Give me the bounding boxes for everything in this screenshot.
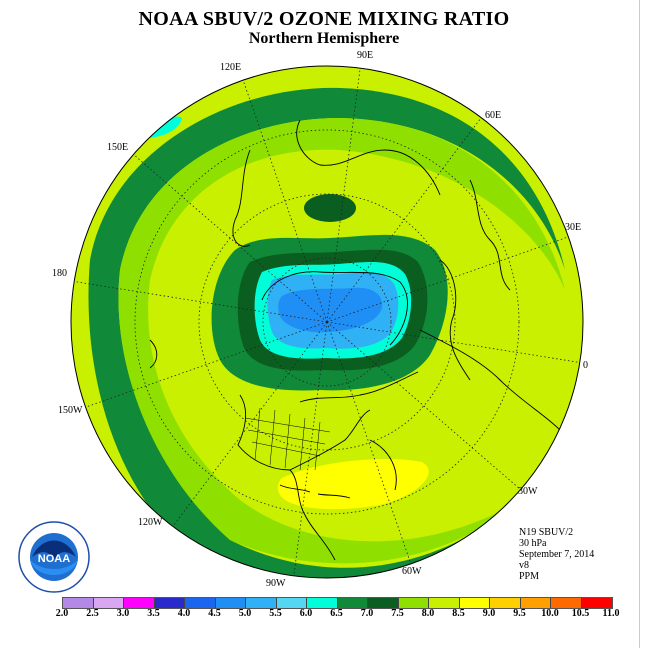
state-lines <box>244 407 331 471</box>
logo-text: NOAA <box>38 553 70 565</box>
colorbar-tick-label: 10.0 <box>541 608 559 619</box>
ozone-field <box>71 66 583 578</box>
lon-label-30e: 30E <box>565 222 582 233</box>
page-subtitle: Northern Hemisphere <box>248 30 400 47</box>
field-4-5-polar <box>278 287 383 333</box>
colorbar-tick-label: 3.5 <box>147 608 160 619</box>
colorbar-swatch-7 <box>276 598 307 608</box>
version-label: v8 <box>519 560 529 571</box>
lon-label-90e: 90E <box>357 50 374 61</box>
noaa-logo: NOAA <box>18 521 90 593</box>
colorbar-swatch-16 <box>551 598 582 608</box>
field-8-5 <box>277 458 429 510</box>
colorbar-swatch-1 <box>93 598 124 608</box>
graticule <box>71 66 583 578</box>
colorbar-swatch-12 <box>429 598 460 608</box>
colorbar-tick-label: 11.0 <box>602 608 620 619</box>
colorbar-swatch-5 <box>215 598 246 608</box>
lon-label-60e: 60E <box>485 110 502 121</box>
satellite-label: N19 SBUV/2 <box>519 527 574 538</box>
colorbar-swatch-13 <box>459 598 490 608</box>
colorbar-tick-label: 4.5 <box>208 608 221 619</box>
colorbar-tick-label: 7.0 <box>360 608 374 619</box>
map-outline <box>70 65 584 579</box>
colorbar-tick-label: 2.5 <box>86 608 99 619</box>
colorbar-tick-label: 9.0 <box>482 608 496 619</box>
lon-label-90w: 90W <box>266 578 286 589</box>
lon-label-120w: 120W <box>138 517 163 528</box>
colorbar-tick-label: 5.5 <box>269 608 282 619</box>
lon-label-150w: 150W <box>58 405 83 416</box>
colorbar-swatch-15 <box>520 598 551 608</box>
field-7-0-cell <box>304 194 356 222</box>
product-info: N19 SBUV/2 30 hPa September 7, 2014 v8 P… <box>519 527 594 582</box>
colorbar-tick-label: 5.0 <box>238 608 252 619</box>
colorbar-tick-label: 3.0 <box>116 608 130 619</box>
colorbar-swatch-2 <box>124 598 155 608</box>
colorbar-swatch-0 <box>63 598 94 608</box>
colorbar-tick-label: 8.0 <box>421 608 435 619</box>
colorbar-tick-label: 10.5 <box>571 608 590 619</box>
colorbar-swatch-3 <box>154 598 185 608</box>
colorbar-swatch-17 <box>581 598 612 608</box>
lon-label-30w: 30W <box>518 486 538 497</box>
colorbar-tick-label: 4.0 <box>177 608 191 619</box>
colorbar-tick-label: 8.5 <box>452 608 465 619</box>
colorbar-tick-label: 6.0 <box>299 608 313 619</box>
lon-label-60w: 60W <box>402 566 422 577</box>
pressure-level-label: 30 hPa <box>519 538 547 549</box>
colorbar-swatch-6 <box>246 598 277 608</box>
colorbar-tick-label: 7.5 <box>391 608 404 619</box>
colorbar-swatch-11 <box>398 598 429 608</box>
colorbar-swatch-9 <box>337 598 368 608</box>
lon-label-180: 180 <box>52 268 67 279</box>
date-label: September 7, 2014 <box>519 549 595 560</box>
colorbar-tick-label: 9.5 <box>513 608 526 619</box>
colorbar-swatch-14 <box>490 598 521 608</box>
colorbar-swatch-4 <box>185 598 216 608</box>
units-label: PPM <box>519 571 540 582</box>
colorbar-swatch-10 <box>368 598 399 608</box>
lon-label-0: 0 <box>583 360 588 371</box>
colorbar-swatch-8 <box>307 598 338 608</box>
colorbar-tick-label: 2.0 <box>55 608 69 619</box>
page-title: NOAA SBUV/2 OZONE MIXING RATIO <box>138 8 510 30</box>
colorbar-tick-label: 6.5 <box>330 608 343 619</box>
right-border <box>639 0 640 648</box>
coastlines <box>149 119 561 561</box>
lon-label-120e: 120E <box>220 62 242 73</box>
lon-label-150e: 150E <box>107 142 129 153</box>
colorbar-ticks: 2.0 2.5 3.0 3.5 4.0 4.5 5.0 5.5 6.0 6.5 7.0 7.5 8.0 8… <box>50 607 620 621</box>
colorbar <box>62 597 613 609</box>
